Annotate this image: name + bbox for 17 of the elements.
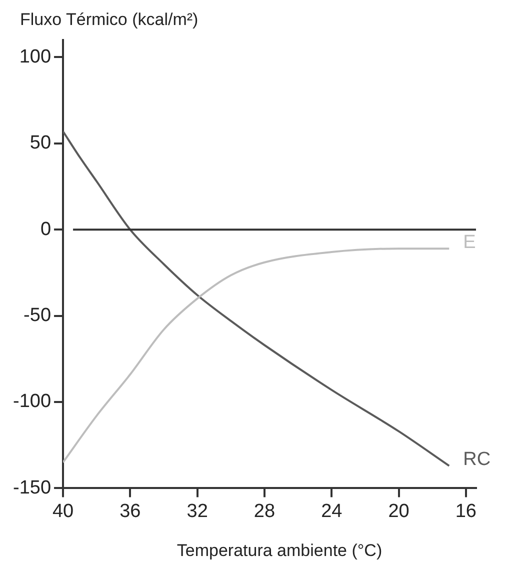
- y-tick-label: 0: [40, 218, 52, 240]
- x-tick-label: 32: [186, 500, 208, 522]
- y-tick-label: -150: [12, 477, 52, 498]
- y-axis-title: Fluxo Térmico (kcal/m²): [20, 10, 198, 30]
- y-tick-label: -50: [24, 305, 52, 326]
- x-axis-title: Temperatura ambiente (°C): [176, 541, 382, 560]
- x-tick-label: 28: [254, 500, 276, 522]
- x-tick-label: 24: [321, 500, 343, 522]
- y-tick-label: -100: [12, 391, 52, 412]
- series-label: RC: [463, 449, 491, 470]
- y-tick-label: 100: [19, 46, 52, 68]
- x-tick-label: 16: [455, 500, 476, 522]
- x-tick-label: 20: [388, 500, 410, 522]
- series-label: E: [463, 232, 476, 253]
- x-tick-label: 36: [120, 500, 141, 522]
- x-tick-label: 40: [52, 500, 74, 522]
- y-tick-label: 50: [30, 132, 52, 154]
